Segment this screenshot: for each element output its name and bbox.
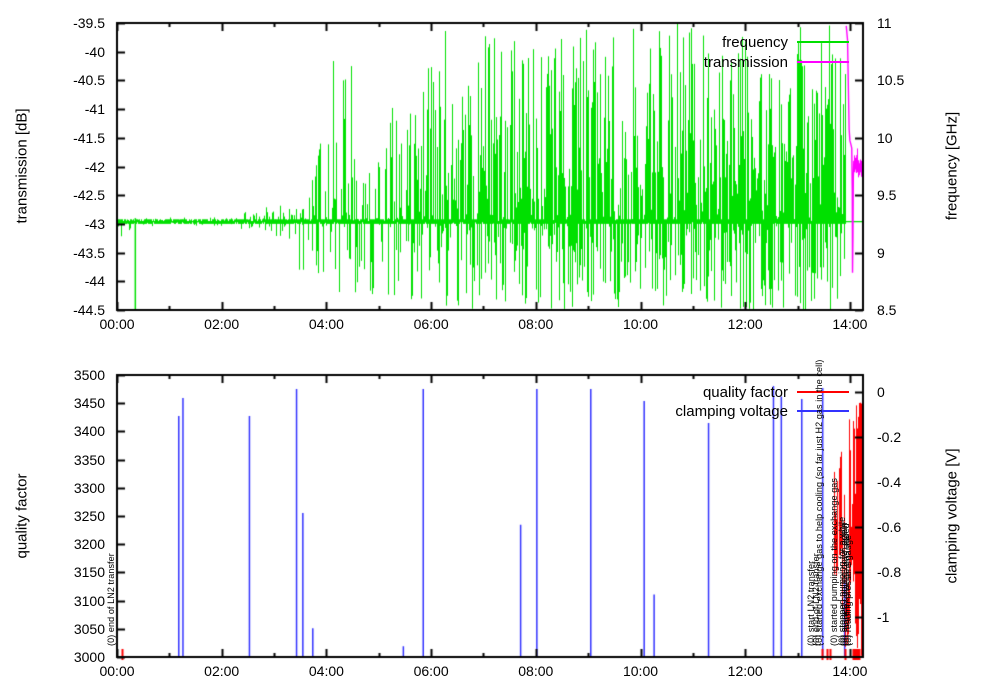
x-tick-label: 00:00 [99, 663, 135, 679]
y-right-tick-label: 10.5 [877, 72, 905, 89]
event-annotation: (0) end of LN2 transfer [105, 553, 116, 646]
x-tick-label: 10:00 [622, 316, 659, 332]
y-left-tick-label: 3150 [73, 564, 105, 581]
y-left-tick-label: -40.5 [73, 72, 105, 89]
x-tick-label: 02:00 [204, 316, 240, 332]
y-left-tick-label: 3500 [73, 367, 105, 383]
bottom-legend-entry-quality-factor: quality factor [702, 383, 849, 401]
legend-line-transmission-icon [797, 61, 849, 63]
y-left-tick-label: -43.5 [73, 244, 105, 261]
x-tick-label: 14:00 [832, 663, 868, 679]
y-right-tick-label: -0.8 [877, 563, 902, 580]
top-legend-entry-transmission: transmission [703, 53, 849, 71]
y-right-tick-label: -0.4 [877, 474, 902, 491]
y-right-tick-label: -1 [877, 608, 890, 625]
y-right-tick-label: 11 [877, 15, 892, 31]
x-tick-label: 04:00 [308, 663, 344, 679]
y-right-tick-label: 0 [877, 384, 885, 401]
x-tick-label: 10:00 [622, 663, 659, 679]
event-annotation: (0) started exchange gas to help cooling… [814, 359, 825, 646]
top-legend-entry-frequency: frequency [722, 33, 849, 51]
x-tick-label: 04:00 [308, 316, 344, 332]
y-right-tick-label: 9.5 [877, 187, 897, 204]
y-left-tick-label: 3400 [73, 423, 105, 440]
y-left-tick-label: -42 [84, 158, 105, 175]
y-left-tick-label: -40 [84, 43, 105, 60]
top-right-axis-title: frequency [GHz] [943, 111, 961, 221]
x-tick-label: 12:00 [727, 663, 763, 679]
y-right-tick-label: 8.5 [877, 302, 897, 318]
legend-line-frequency-icon [797, 41, 849, 43]
y-right-tick-label: 10 [877, 129, 893, 146]
y-right-tick-label: -0.2 [877, 429, 902, 446]
bottom-left-axis-title: quality factor [13, 473, 31, 559]
y-right-tick-label: -0.6 [877, 519, 902, 536]
y-left-tick-label: 3350 [73, 451, 105, 468]
y-left-tick-label: 3200 [73, 536, 105, 553]
x-tick-label: 06:00 [413, 316, 449, 332]
legend-line-clamping-voltage-icon [797, 410, 849, 412]
y-left-tick-label: -42.5 [73, 187, 105, 204]
y-left-tick-label: -39.5 [73, 15, 105, 31]
event-annotation: (0) reading pressure gauge [843, 534, 854, 646]
y-left-tick-label: 3050 [73, 620, 105, 637]
y-left-tick-label: -43 [84, 215, 105, 232]
y-left-tick-label: -41 [84, 101, 105, 118]
bottom-right-axis-title: clamping voltage [V] [943, 448, 961, 584]
legend-line-quality-factor-icon [797, 391, 849, 393]
x-tick-label: 12:00 [727, 316, 763, 332]
bottom-legend-entry-clamping-voltage: clamping voltage [675, 402, 849, 420]
y-left-tick-label: 3000 [73, 649, 105, 665]
y-right-tick-label: 9 [877, 244, 885, 261]
y-left-tick-label: 3300 [73, 479, 105, 496]
legend-label-transmission: transmission [703, 53, 788, 71]
y-left-tick-label: 3450 [73, 395, 105, 412]
y-left-tick-label: 3250 [73, 508, 105, 524]
x-tick-label: 00:00 [99, 316, 135, 332]
x-tick-label: 14:00 [832, 316, 868, 332]
x-tick-label: 02:00 [204, 663, 240, 679]
top-left-axis-title: transmission [dB] [13, 108, 31, 224]
legend-label-clamping-voltage: clamping voltage [675, 402, 788, 420]
x-tick-label: 08:00 [518, 316, 554, 332]
x-tick-label: 08:00 [518, 663, 554, 679]
y-left-tick-label: -44 [84, 273, 105, 290]
y-left-tick-label: -41.5 [73, 129, 105, 146]
legend-label-quality-factor: quality factor [702, 383, 788, 401]
y-left-tick-label: -44.5 [73, 302, 105, 318]
legend-label-frequency: frequency [722, 33, 788, 51]
y-left-tick-label: 3100 [73, 592, 105, 609]
x-tick-label: 06:00 [413, 663, 449, 679]
